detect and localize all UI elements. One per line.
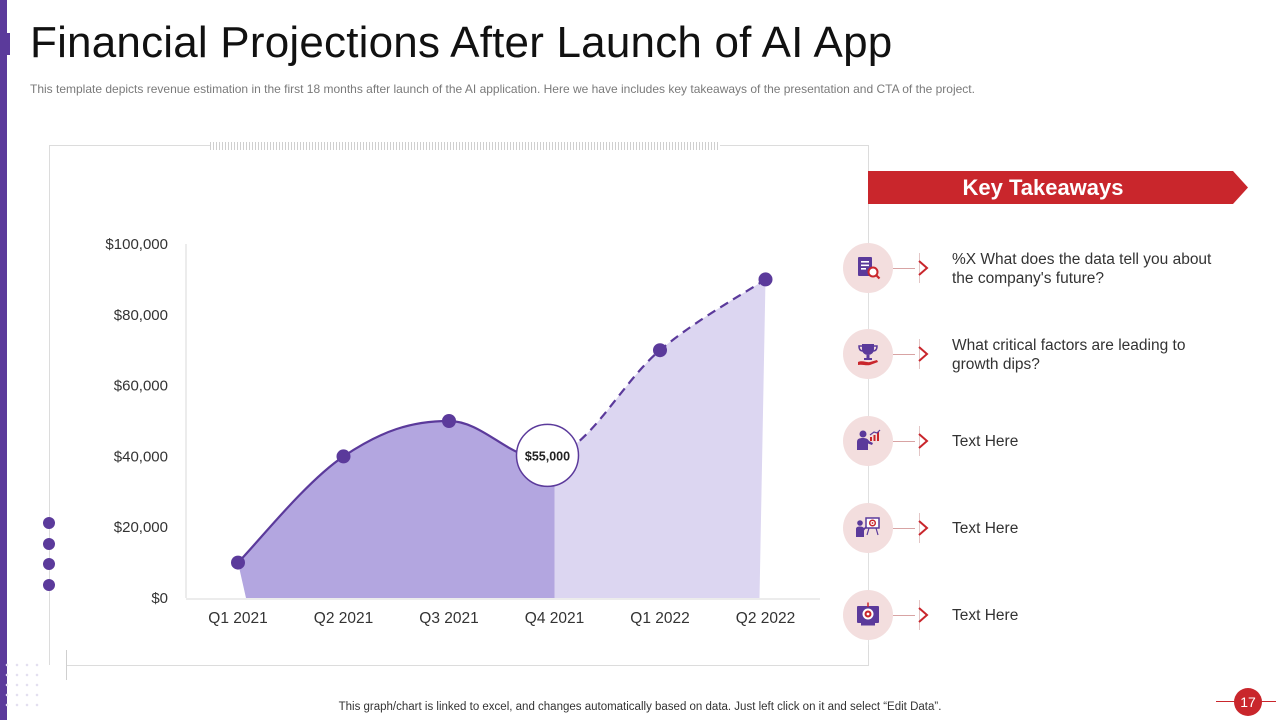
data-point-marker <box>653 343 667 358</box>
x-tick-label: Q2 2021 <box>314 610 373 627</box>
data-point-marker <box>758 272 773 287</box>
trophy-hand-icon <box>858 344 878 366</box>
takeaway-text: What critical factors are leading to gro… <box>952 337 1186 373</box>
data-point-marker <box>442 414 456 428</box>
takeaway-connector <box>893 615 915 616</box>
takeaway-icon-circle <box>843 590 893 640</box>
document-search-icon <box>858 257 881 280</box>
y-tick-label: $80,000 <box>114 307 168 324</box>
decorative-dot <box>43 578 55 591</box>
takeaway-text: Text Here <box>952 433 1019 450</box>
chart-frame-bottom-edge <box>66 665 869 666</box>
takeaway-item-4: Text Here <box>843 503 1243 555</box>
takeaway-connector <box>893 441 915 442</box>
y-tick-label: $20,000 <box>114 519 168 536</box>
actual-revenue-area <box>238 421 555 598</box>
decorative-dot <box>43 537 55 550</box>
chevron-right-icon <box>918 607 929 623</box>
presentation-board-icon <box>856 517 880 537</box>
takeaway-connector-bar <box>919 600 920 630</box>
annotation-label: $55,000 <box>525 449 570 463</box>
footer-note: This graph/chart is linked to excel, and… <box>338 701 942 713</box>
page-subtitle: This template depicts revenue estimation… <box>30 82 975 96</box>
page-title: Financial Projections After Launch of AI… <box>30 18 893 67</box>
decorative-dot <box>43 517 55 529</box>
x-tick-label: Q2 2022 <box>736 610 795 627</box>
x-tick-label: Q4 2021 <box>525 610 584 627</box>
decorative-dots <box>43 517 55 599</box>
x-tick-label: Q3 2021 <box>419 610 478 627</box>
takeaway-text: Text Here <box>952 607 1019 624</box>
takeaway-connector <box>893 528 915 529</box>
decorative-dot-grid <box>2 660 44 712</box>
data-point-marker <box>336 449 351 464</box>
takeaway-icon-circle <box>843 503 893 553</box>
projected-revenue-area <box>554 279 766 598</box>
takeaway-connector-bar <box>919 426 920 456</box>
frame-corner-tick <box>66 650 67 680</box>
takeaway-text: %X What does the data tell you about the… <box>952 251 1212 287</box>
actual-revenue-line <box>237 419 555 564</box>
takeaway-connector-bar <box>919 513 920 543</box>
chevron-right-icon <box>918 520 929 536</box>
presenter-growth-chart-icon <box>857 429 881 450</box>
chevron-right-icon <box>918 433 929 449</box>
revenue-area-chart[interactable]: $0 $20,000 $40,000 $60,000 $80,000 $100,000 Q… <box>0 0 860 680</box>
y-tick-label: $100,000 <box>105 236 168 253</box>
takeaway-connector <box>893 354 915 355</box>
chevron-right-icon <box>918 346 929 362</box>
takeaway-icon-circle <box>843 416 893 466</box>
chevron-right-icon <box>918 260 929 276</box>
key-takeaways-title: Key Takeaways <box>962 175 1124 200</box>
data-point-marker <box>231 555 245 570</box>
target-board-icon <box>857 602 879 626</box>
page-number: 17 <box>1234 688 1262 716</box>
takeaway-item-3: Text Here <box>843 416 1243 468</box>
annotation-bubble <box>515 423 580 488</box>
x-tick-label: Q1 2021 <box>208 610 267 627</box>
takeaway-connector-bar <box>919 253 920 283</box>
takeaway-text: Text Here <box>952 520 1019 537</box>
decorative-dot <box>43 558 55 570</box>
takeaway-icon-circle <box>843 329 893 379</box>
key-takeaways-banner: Key Takeaways <box>868 171 1248 204</box>
takeaway-connector-bar <box>919 339 920 369</box>
left-accent-bar <box>0 0 7 720</box>
chart-frame-hatch <box>210 142 720 150</box>
takeaway-icon-circle <box>843 243 893 293</box>
y-tick-label: $60,000 <box>114 378 168 395</box>
takeaway-item-5: Text Here <box>843 590 1243 642</box>
takeaway-item-2: What critical factors are leading to gro… <box>843 329 1243 381</box>
title-accent-notch <box>7 33 10 55</box>
y-tick-label: $40,000 <box>114 448 168 465</box>
y-tick-label: $0 <box>151 590 168 607</box>
banner-arrow-shape <box>868 171 1248 204</box>
x-tick-label: Q1 2022 <box>630 610 689 627</box>
takeaway-connector <box>893 268 915 269</box>
takeaway-item-1: %X What does the data tell you about the… <box>843 243 1243 295</box>
